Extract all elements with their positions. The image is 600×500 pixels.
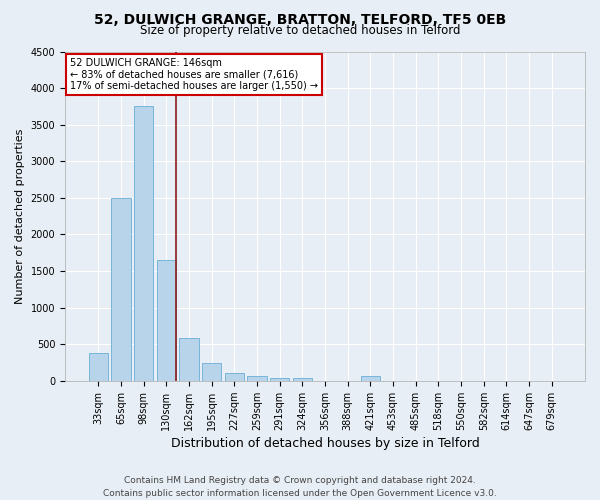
Bar: [179, 338, 199, 381]
Bar: [89, 353, 108, 381]
Bar: [224, 373, 244, 381]
Y-axis label: Number of detached properties: Number of detached properties: [15, 128, 25, 304]
Text: Contains HM Land Registry data © Crown copyright and database right 2024.
Contai: Contains HM Land Registry data © Crown c…: [103, 476, 497, 498]
Bar: [247, 376, 266, 381]
Bar: [202, 364, 221, 381]
X-axis label: Distribution of detached houses by size in Telford: Distribution of detached houses by size …: [170, 437, 479, 450]
Bar: [270, 378, 289, 381]
Text: 52 DULWICH GRANGE: 146sqm
← 83% of detached houses are smaller (7,616)
17% of se: 52 DULWICH GRANGE: 146sqm ← 83% of detac…: [70, 58, 318, 92]
Text: Size of property relative to detached houses in Telford: Size of property relative to detached ho…: [140, 24, 460, 37]
Bar: [134, 106, 153, 381]
Bar: [293, 378, 312, 381]
Text: 52, DULWICH GRANGE, BRATTON, TELFORD, TF5 0EB: 52, DULWICH GRANGE, BRATTON, TELFORD, TF…: [94, 12, 506, 26]
Bar: [361, 376, 380, 381]
Bar: [157, 260, 176, 381]
Bar: [112, 198, 131, 381]
